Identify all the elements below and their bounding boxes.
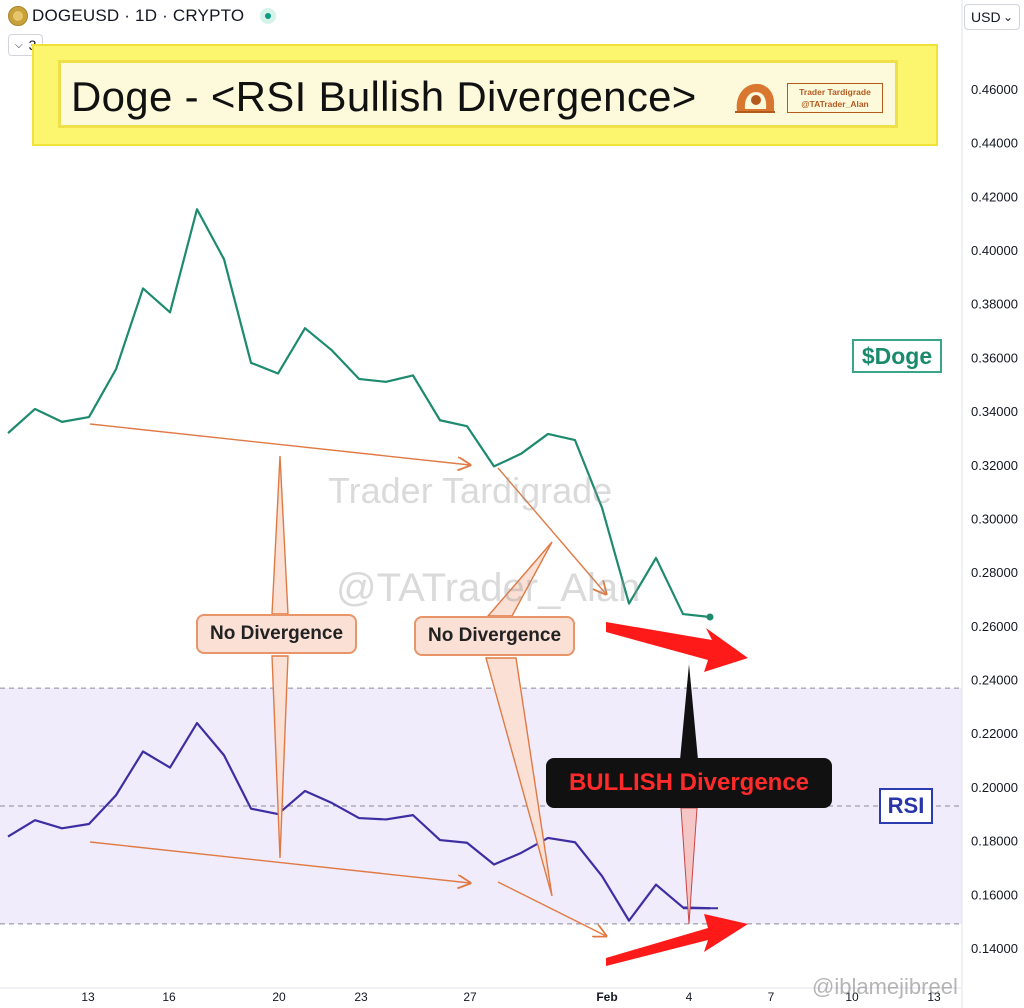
tardigrade-logo-icon (735, 83, 775, 113)
rsi-up-arrow (606, 914, 748, 966)
y-tick-label: 0.22000 (971, 726, 1018, 741)
y-tick-label: 0.40000 (971, 243, 1018, 258)
price-series-line (7, 208, 711, 619)
x-tick-label: 20 (272, 990, 286, 1004)
x-tick-label: 7 (768, 990, 775, 1004)
y-tick-label: 0.32000 (971, 458, 1018, 473)
x-tick-label: 10 (845, 990, 859, 1004)
watermark-name: Trader Tardigrade (328, 470, 613, 511)
title-banner: Doge - <RSI Bullish Divergence> Trader T… (32, 44, 938, 146)
y-tick-label: 0.42000 (971, 189, 1018, 204)
callout-spike-down-1 (271, 655, 289, 859)
y-tick-label: 0.36000 (971, 350, 1018, 365)
y-tick-label: 0.16000 (971, 887, 1018, 902)
callout-spike-up-1 (271, 455, 289, 615)
y-tick-label: 0.30000 (971, 511, 1018, 526)
bullish-spike-up (680, 664, 698, 760)
chevron-down-icon: ⌵ (15, 39, 23, 51)
x-tick-label: 4 (686, 990, 693, 1004)
no-divergence-label-2: No Divergence (414, 616, 576, 656)
banner-title: Doge - <RSI Bullish Divergence> (71, 73, 697, 120)
logo-handle: @TATrader_Alan (801, 99, 869, 109)
y-tick-label: 0.46000 (971, 82, 1018, 97)
y-tick-label: 0.20000 (971, 780, 1018, 795)
doge-coin-icon (8, 6, 28, 26)
footer-watermark: @iblamejibreel (812, 974, 958, 999)
rsi-trend-arrow-1 (89, 841, 470, 883)
y-tick-label: 0.26000 (971, 619, 1018, 634)
bullish-spike-down (680, 807, 698, 925)
logo-name: Trader Tardigrade (799, 87, 871, 97)
x-tick-label: 27 (463, 990, 477, 1004)
no-divergence-label-1: No Divergence (196, 614, 358, 654)
rsi-series-badge: RSI (879, 788, 933, 824)
logo-text-box: Trader Tardigrade @TATrader_Alan (787, 83, 883, 113)
x-tick-label: 13 (81, 990, 95, 1004)
rsi-trend-arrow-2 (497, 881, 606, 936)
currency-label: USD (971, 9, 1001, 25)
y-tick-label: 0.14000 (971, 941, 1018, 956)
rsi-series-line (7, 721, 711, 922)
x-tick-label: 13 (927, 990, 941, 1004)
x-tick-label: 23 (354, 990, 368, 1004)
price-down-arrow (606, 622, 748, 672)
last-price-dot (706, 613, 714, 621)
price-trend-arrow-1 (89, 423, 470, 465)
callout-spike-down-2 (485, 657, 553, 897)
price-trend-arrow-2 (497, 467, 606, 594)
y-tick-label: 0.38000 (971, 297, 1018, 312)
y-tick-label: 0.28000 (971, 565, 1018, 580)
chevron-down-icon: ⌄ (1002, 10, 1013, 24)
title-banner-inner: Doge - <RSI Bullish Divergence> Trader T… (58, 60, 898, 128)
y-tick-label: 0.18000 (971, 834, 1018, 849)
y-tick-label: 0.44000 (971, 136, 1018, 151)
bullish-divergence-label: BULLISH Divergence (546, 758, 832, 808)
symbol-title[interactable]: DOGEUSD · 1D · CRYPTO (32, 6, 245, 25)
y-tick-label: 0.24000 (971, 673, 1018, 688)
market-status-icon (260, 8, 276, 24)
x-tick-label: 16 (162, 990, 176, 1004)
watermark-handle: @TATrader_Alan (336, 566, 641, 610)
doge-series-badge: $Doge (852, 339, 942, 373)
x-tick-label: Feb (596, 990, 617, 1004)
currency-selector[interactable]: USD ⌄ (964, 4, 1020, 30)
y-tick-label: 0.34000 (971, 404, 1018, 419)
